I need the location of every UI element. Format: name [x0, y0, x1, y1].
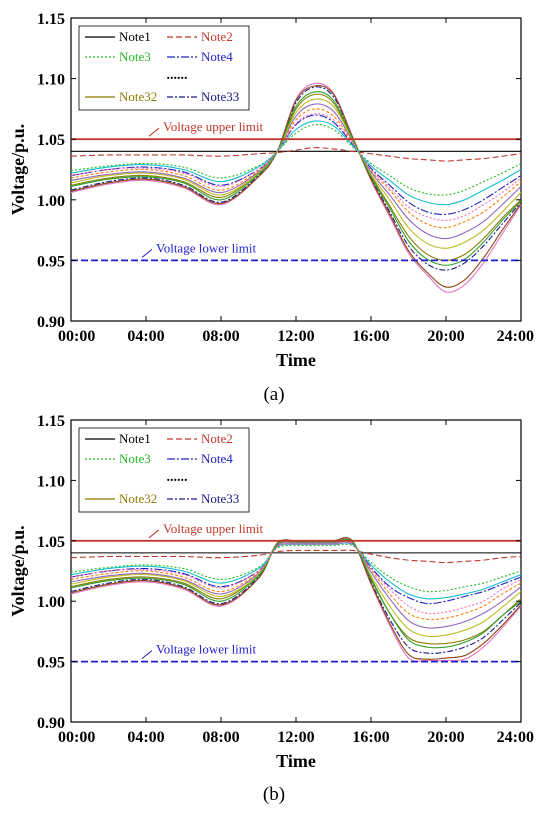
y-tick-label: 1.10: [37, 473, 65, 490]
series-line-node-7: [71, 537, 521, 660]
upper-limit-label: Voltage upper limit: [163, 119, 264, 134]
y-tick-label: 1.00: [37, 193, 65, 210]
limit-pointer: [148, 127, 160, 137]
x-axis-label: Time: [276, 350, 316, 370]
legend-label-note3: Note3: [119, 49, 151, 64]
x-tick-label: 04:00: [127, 328, 164, 345]
series-line-node-10: [71, 103, 521, 240]
legend: Note1 Note2 Note3 Note4...... Note32 Note33: [78, 25, 250, 111]
x-tick-label: 04:00: [127, 729, 164, 746]
x-tick-label: 00:00: [58, 328, 95, 345]
legend-ellipsis: ......: [167, 470, 188, 485]
series-line-note32: [71, 93, 521, 261]
y-tick-label: 1.05: [37, 132, 65, 149]
legend-label-note4: Note4: [201, 49, 233, 64]
legend-label-note1: Note1: [119, 29, 151, 44]
y-tick-label: 0.95: [37, 655, 65, 672]
upper-limit-label: Voltage upper limit: [163, 521, 264, 536]
series-line-note2: [71, 549, 521, 564]
x-tick-label: 12:00: [277, 328, 314, 345]
legend-label-note2: Note2: [201, 29, 233, 44]
series-line-node-11: [71, 98, 521, 249]
x-tick-label: 24:00: [497, 328, 534, 345]
legend-box: [78, 25, 250, 111]
panel-label: (a): [263, 384, 284, 405]
x-axis-label: Time: [276, 751, 316, 771]
limit-pointer: [148, 529, 160, 539]
series-line-node-13: [71, 113, 521, 221]
lower-limit-label: Voltage lower limit: [156, 240, 257, 255]
y-axis-label: Voltage/p.u.: [8, 124, 28, 215]
y-tick-label: 1.05: [37, 534, 65, 551]
series-line-node-13: [71, 542, 521, 615]
y-tick-label: 1.00: [37, 594, 65, 611]
x-tick-label: 08:00: [202, 729, 239, 746]
y-tick-label: 1.15: [37, 413, 65, 430]
legend-label-note4: Note4: [201, 451, 233, 466]
panel-a: Voltage upper limit Voltage lower limit 0.…: [8, 11, 534, 405]
series-line-note3: [71, 123, 521, 196]
y-tick-label: 1.15: [37, 11, 65, 28]
series-group: [71, 82, 521, 293]
limit-pointer: [141, 249, 153, 258]
y-tick-label: 1.10: [37, 72, 65, 89]
legend-box: [78, 427, 250, 513]
lower-limit-label: Voltage lower limit: [156, 642, 257, 657]
legend-label-note33: Note33: [201, 491, 239, 506]
x-tick-label: 16:00: [352, 328, 389, 345]
x-tick-label: 16:00: [352, 729, 389, 746]
legend: Note1 Note2 Note3 Note4...... Note32 Note33: [78, 427, 250, 513]
x-tick-label: 20:00: [427, 328, 464, 345]
limit-pointer: [141, 650, 153, 659]
series-line-node-9: [71, 108, 521, 229]
series-line-note3: [71, 543, 521, 593]
legend-label-note32: Note32: [119, 89, 157, 104]
x-tick-label: 12:00: [277, 729, 314, 746]
legend-label-note32: Note32: [119, 491, 157, 506]
y-tick-label: 0.90: [37, 314, 65, 331]
series-line-node-8: [71, 120, 521, 206]
legend-label-note2: Note2: [201, 431, 233, 446]
legend-ellipsis: ......: [167, 68, 188, 83]
panel-label: (b): [263, 784, 285, 805]
series-group: [71, 537, 521, 662]
series-line-node-7: [71, 85, 521, 288]
x-tick-label: 24:00: [497, 729, 534, 746]
x-tick-label: 00:00: [58, 729, 95, 746]
series-line-note2: [71, 147, 521, 162]
y-axis-label: Voltage/p.u.: [8, 525, 28, 616]
legend-label-note1: Note1: [119, 431, 151, 446]
series-line-note4: [71, 114, 521, 215]
legend-label-note33: Note33: [201, 89, 239, 104]
y-tick-label: 0.95: [37, 253, 65, 270]
x-tick-label: 20:00: [427, 729, 464, 746]
series-line-node-12: [71, 538, 521, 649]
x-tick-label: 08:00: [202, 328, 239, 345]
panel-b: Voltage upper limit Voltage lower limit 0.…: [8, 413, 534, 805]
y-tick-label: 0.90: [37, 715, 65, 732]
legend-label-note3: Note3: [119, 451, 151, 466]
